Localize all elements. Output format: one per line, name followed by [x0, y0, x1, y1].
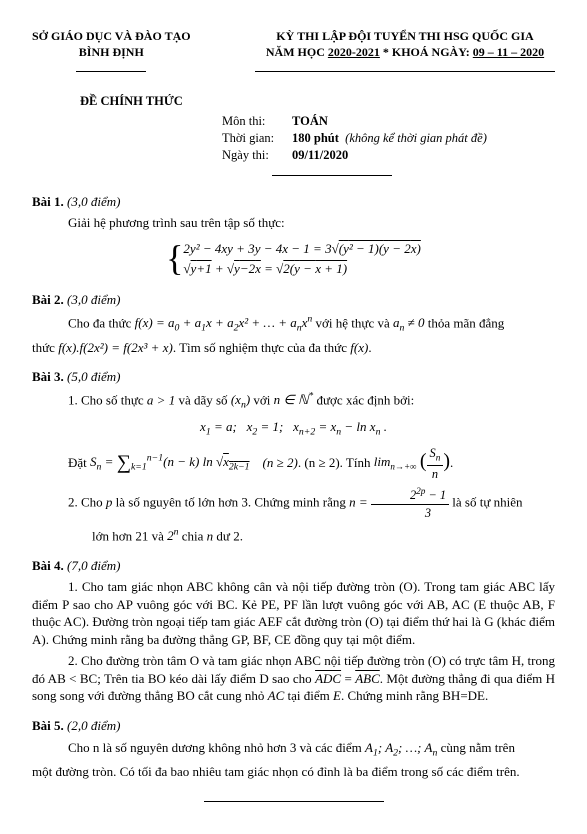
document-header: SỞ GIÁO DỤC VÀ ĐÀO TẠO BÌNH ĐỊNH KỲ THI … — [32, 28, 555, 77]
b1-system: { 2y² − 4xy + 3y − 4x − 1 = 3√(y² − 1)(y… — [32, 238, 555, 279]
date-val: 09/11/2020 — [292, 147, 348, 164]
info-date: Ngày thi: 09/11/2020 — [222, 147, 555, 164]
exam-title2: NĂM HỌC 2020-2021 * KHOÁ NGÀY: 09 – 11 –… — [255, 44, 555, 60]
brace-icon: { — [166, 242, 183, 274]
info-underline — [272, 175, 392, 176]
b4p2h: E — [333, 688, 341, 703]
bai-2: Bài 2. (3,0 điểm) Cho đa thức f(x) = a0 … — [32, 291, 555, 356]
org-line1: SỞ GIÁO DỤC VÀ ĐÀO TẠO — [32, 28, 191, 44]
b4-pts: (7,0 điểm) — [67, 558, 120, 573]
b1-stmt: Giải hệ phương trình sau trên tập số thự… — [32, 214, 555, 232]
b4p2d: ABC — [355, 671, 380, 686]
b3-pts: (5,0 điểm) — [67, 369, 120, 384]
b2-line2: thức f(x).f(2x²) = f(2x³ + x). Tìm số ng… — [32, 339, 555, 357]
b3p1c: và dãy số — [175, 392, 231, 407]
b2-line1: Cho đa thức f(x) = a0 + a1x + a2x² + … +… — [32, 313, 555, 335]
bai-3: Bài 3. (5,0 điểm) 1. Cho số thực a > 1 v… — [32, 368, 555, 544]
b4p2g: tại điểm — [284, 688, 333, 703]
time-val: 180 phút — [292, 130, 339, 147]
date-label: Ngày thi: — [222, 147, 292, 164]
b3p2e: lớn hơn 21 và — [92, 528, 167, 543]
subject-val: TOÁN — [292, 113, 328, 130]
b3-sn: Đặt Sn = ∑k=1n−1(n − k) ln √x2k−1 (n ≥ 2… — [68, 445, 555, 483]
b4-p2: 2. Cho đường tròn tâm O và tam giác nhọn… — [32, 652, 555, 705]
b5-l2: một đường tròn. Có tối đa bao nhiêu tam … — [32, 763, 555, 781]
b2l1c: với hệ thực và — [312, 315, 393, 330]
b2-title: Bài 2. — [32, 292, 64, 307]
exam-info: Môn thi: TOÁN Thời gian: 180 phút (không… — [222, 113, 555, 181]
b5l1a: Cho n là số nguyên dương không nhỏ hơn 3… — [68, 740, 365, 755]
b2-pts: (3,0 điểm) — [67, 292, 120, 307]
t2c: * KHOÁ NGÀY: — [380, 45, 473, 59]
b5-l1: Cho n là số nguyên dương không nhỏ hơn 3… — [32, 739, 555, 760]
b2l2a: thức — [32, 340, 58, 355]
b3-p2: 2. Cho p là số nguyên tố lớn hơn 3. Chứn… — [32, 486, 555, 521]
org-line2: BÌNH ĐỊNH — [32, 44, 191, 60]
b4p2b: ADC — [315, 671, 341, 686]
b5-title: Bài 5. — [32, 718, 64, 733]
time-label: Thời gian: — [222, 130, 292, 147]
title-block: KỲ THI LẬP ĐỘI TUYỂN THI HSG QUỐC GIA NĂ… — [255, 28, 555, 77]
b2l2e: . — [368, 340, 371, 355]
official-label: ĐỀ CHÍNH THỨC — [80, 93, 555, 110]
b1-pts: (3,0 điểm) — [67, 194, 120, 209]
footer-rule — [204, 801, 384, 802]
t2b: 2020-2021 — [328, 45, 380, 59]
org-block: SỞ GIÁO DỤC VÀ ĐÀO TẠO BÌNH ĐỊNH — [32, 28, 191, 77]
bai-5: Bài 5. (2,0 điểm) Cho n là số nguyên dươ… — [32, 717, 555, 781]
b3p1g: được xác định bởi: — [313, 392, 414, 407]
exam-title1: KỲ THI LẬP ĐỘI TUYỂN THI HSG QUỐC GIA — [255, 28, 555, 44]
b5-pts: (2,0 điểm) — [67, 718, 120, 733]
b3sna: Đặt — [68, 454, 90, 469]
b3p2d: là số tự nhiên — [449, 495, 522, 510]
subject-label: Môn thi: — [222, 113, 292, 130]
info-subject: Môn thi: TOÁN — [222, 113, 555, 130]
b3p2c: là số nguyên tố lớn hơn 3. Chứng minh rằ… — [112, 495, 349, 510]
b2l1e: thỏa mãn đẳng — [425, 315, 505, 330]
b4p2i: . Chứng minh rằng BH=DE. — [341, 688, 488, 703]
t2a: NĂM HỌC — [266, 45, 328, 59]
b3p2a: 2. Cho — [68, 495, 106, 510]
time-note: (không kể thời gian phát đề) — [345, 130, 487, 147]
b3-title: Bài 3. — [32, 369, 64, 384]
b3p1a: 1. Cho số thực — [68, 392, 147, 407]
b4-title: Bài 4. — [32, 558, 64, 573]
b4p2f: AC — [268, 688, 285, 703]
bai-4: Bài 4. (7,0 điểm) 1. Cho tam giác nhọn A… — [32, 557, 555, 705]
b3-p2b: lớn hơn 21 và 2n chia n dư 2. — [92, 526, 555, 545]
t2d: 09 – 11 – 2020 — [473, 45, 544, 59]
b3p2i: dư 2. — [213, 528, 243, 543]
b3p1e: với — [250, 392, 274, 407]
b5l1c: cùng nằm trên — [437, 740, 515, 755]
b2l2c: . Tìm số nghiệm thực của đa thức — [173, 340, 350, 355]
org-underline — [76, 71, 146, 72]
b1-title: Bài 1. — [32, 194, 64, 209]
b3-p1: 1. Cho số thực a > 1 và dãy số (xn) với … — [32, 390, 555, 412]
b4p2c: = — [341, 671, 355, 686]
b3snb: (n ≥ 2). Tính — [304, 454, 373, 469]
b4-p1: 1. Cho tam giác nhọn ABC không cân và nộ… — [32, 578, 555, 648]
b3-seq: x1 = a; x2 = 1; xn+2 = xn − ln xn . — [32, 418, 555, 439]
info-time: Thời gian: 180 phút (không kể thời gian … — [222, 130, 555, 147]
bai-1: Bài 1. (3,0 điểm) Giải hệ phương trình s… — [32, 193, 555, 279]
b2l1a: Cho đa thức — [68, 315, 135, 330]
title-underline — [255, 71, 555, 72]
b3p2g: chia — [179, 528, 207, 543]
